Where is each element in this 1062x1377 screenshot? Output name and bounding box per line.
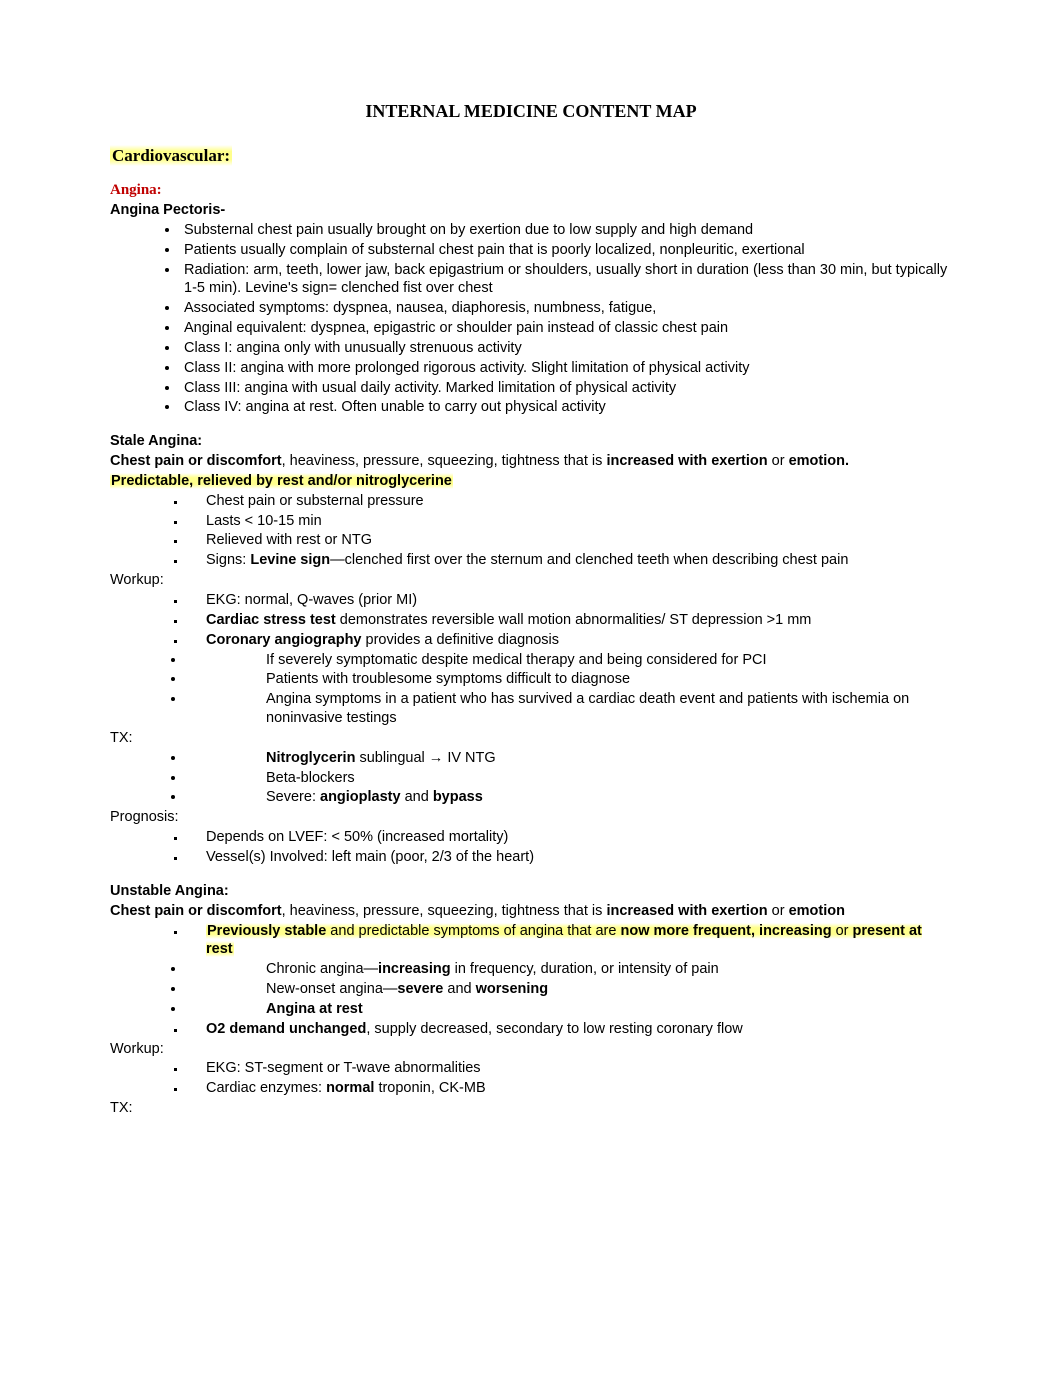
text: Severe: [266, 789, 320, 805]
text: , supply decreased, secondary to low res… [366, 1021, 742, 1037]
list-item: Radiation: arm, teeth, lower jaw, back e… [180, 261, 952, 299]
text: O2 demand unchanged [206, 1021, 366, 1037]
list-item: Cardiac stress test demonstrates reversi… [186, 611, 952, 630]
stable-workup-sublist: If severely symptomatic despite medical … [110, 651, 952, 728]
list-item: Severe: angioplasty and bypass [186, 788, 952, 807]
stable-prognosis-list: Depends on LVEF: < 50% (increased mortal… [110, 828, 952, 867]
list-item: Relieved with rest or NTG [186, 531, 952, 550]
text: Signs: [206, 552, 250, 568]
list-item: Depends on LVEF: < 50% (increased mortal… [186, 828, 952, 847]
text: normal [326, 1080, 374, 1096]
list-item: Beta-blockers [186, 769, 952, 788]
text: and predictable symptoms of angina that … [326, 923, 620, 939]
text: emotion. [789, 453, 849, 469]
workup-label: Workup: [110, 571, 952, 590]
unstable-o2-list: O2 demand unchanged, supply decreased, s… [110, 1020, 952, 1039]
list-item: Previously stable and predictable sympto… [186, 922, 952, 960]
list-item: Class III: angina with usual daily activ… [180, 379, 952, 398]
highlight-span: Previously stable and predictable sympto… [206, 923, 922, 958]
list-item: Coronary angiography provides a definiti… [186, 631, 952, 650]
text: Cardiac enzymes: [206, 1080, 326, 1096]
angina-header: Angina: [110, 181, 952, 201]
text: New-onset angina— [266, 981, 397, 997]
list-item: Nitroglycerin sublingual → IV NTG [186, 749, 952, 768]
text: Coronary angiography [206, 632, 362, 648]
text: sublingual → IV NTG [355, 750, 495, 766]
text: Nitroglycerin [266, 750, 355, 766]
list-item: EKG: normal, Q-waves (prior MI) [186, 591, 952, 610]
list-item: Chronic angina—increasing in frequency, … [186, 960, 952, 979]
text: Levine sign [250, 552, 330, 568]
stable-header: Stale Angina: [110, 432, 952, 451]
text: and [443, 981, 475, 997]
text: worsening [476, 981, 549, 997]
text: Chest pain or discomfort [110, 903, 282, 919]
list-item: Associated symptoms: dyspnea, nausea, di… [180, 299, 952, 318]
text: Chest pain or discomfort [110, 453, 282, 469]
list-item: O2 demand unchanged, supply decreased, s… [186, 1020, 952, 1039]
section-header: Cardiovascular: [110, 145, 232, 166]
unstable-header: Unstable Angina: [110, 882, 952, 901]
text: or [768, 903, 789, 919]
text: or [768, 453, 789, 469]
stable-sx-list: Chest pain or substernal pressure Lasts … [110, 492, 952, 570]
text: bypass [433, 789, 483, 805]
text: , heaviness, pressure, squeezing, tightn… [282, 453, 607, 469]
unstable-sublist: Chronic angina—increasing in frequency, … [110, 960, 952, 1019]
prognosis-label: Prognosis: [110, 808, 952, 827]
list-item: Class II: angina with more prolonged rig… [180, 359, 952, 378]
text: , heaviness, pressure, squeezing, tightn… [282, 903, 607, 919]
list-item: Substernal chest pain usually brought on… [180, 221, 952, 240]
stable-tx-list: Nitroglycerin sublingual → IV NTG Beta-b… [110, 749, 952, 808]
text: increased with exertion [606, 903, 767, 919]
text: —clenched first over the sternum and cle… [330, 552, 848, 568]
stable-workup-list: EKG: normal, Q-waves (prior MI) Cardiac … [110, 591, 952, 650]
list-item: Anginal equivalent: dyspnea, epigastric … [180, 319, 952, 338]
page-title: INTERNAL MEDICINE CONTENT MAP [110, 100, 952, 123]
text: or [832, 923, 853, 939]
text: provides a definitive diagnosis [362, 632, 559, 648]
text: increased with exertion [606, 453, 767, 469]
angina-subheader: Angina Pectoris- [110, 201, 952, 220]
tx-label: TX: [110, 729, 952, 748]
list-item: Vessel(s) Involved: left main (poor, 2/3… [186, 848, 952, 867]
text: emotion [789, 903, 845, 919]
text: increasing [378, 961, 451, 977]
text: now more frequent, increasing [620, 923, 831, 939]
list-item: Class I: angina only with unusually stre… [180, 339, 952, 358]
list-item: Signs: Levine sign—clenched first over t… [186, 551, 952, 570]
text: Chronic angina— [266, 961, 378, 977]
stable-hl-row: Predictable, relieved by rest and/or nit… [110, 472, 952, 491]
list-item: Class IV: angina at rest. Often unable t… [180, 398, 952, 417]
text: Cardiac stress test [206, 612, 336, 628]
list-item: Angina symptoms in a patient who has sur… [186, 690, 952, 728]
list-item: Angina at rest [186, 1000, 952, 1019]
list-item: Cardiac enzymes: normal troponin, CK-MB [186, 1079, 952, 1098]
list-item: EKG: ST-segment or T-wave abnormalities [186, 1059, 952, 1078]
stable-highlight: Predictable, relieved by rest and/or nit… [110, 473, 453, 489]
stable-desc: Chest pain or discomfort, heaviness, pre… [110, 452, 952, 471]
unstable-hl-list: Previously stable and predictable sympto… [110, 922, 952, 960]
tx-label: TX: [110, 1099, 952, 1118]
workup-label: Workup: [110, 1040, 952, 1059]
angina-list: Substernal chest pain usually brought on… [110, 221, 952, 417]
list-item: New-onset angina—severe and worsening [186, 980, 952, 999]
unstable-desc: Chest pain or discomfort, heaviness, pre… [110, 902, 952, 921]
text: demonstrates reversible wall motion abno… [336, 612, 812, 628]
list-item: Chest pain or substernal pressure [186, 492, 952, 511]
list-item: Patients with troublesome symptoms diffi… [186, 670, 952, 689]
text: Previously stable [207, 923, 326, 939]
text: in frequency, duration, or intensity of … [451, 961, 719, 977]
text: troponin, CK-MB [374, 1080, 485, 1096]
text: severe [397, 981, 443, 997]
text: angioplasty [320, 789, 401, 805]
list-item: If severely symptomatic despite medical … [186, 651, 952, 670]
section-row: Cardiovascular: [110, 145, 952, 167]
unstable-workup-list: EKG: ST-segment or T-wave abnormalities … [110, 1059, 952, 1098]
list-item: Patients usually complain of substernal … [180, 241, 952, 260]
text: and [401, 789, 433, 805]
list-item: Lasts < 10-15 min [186, 512, 952, 531]
